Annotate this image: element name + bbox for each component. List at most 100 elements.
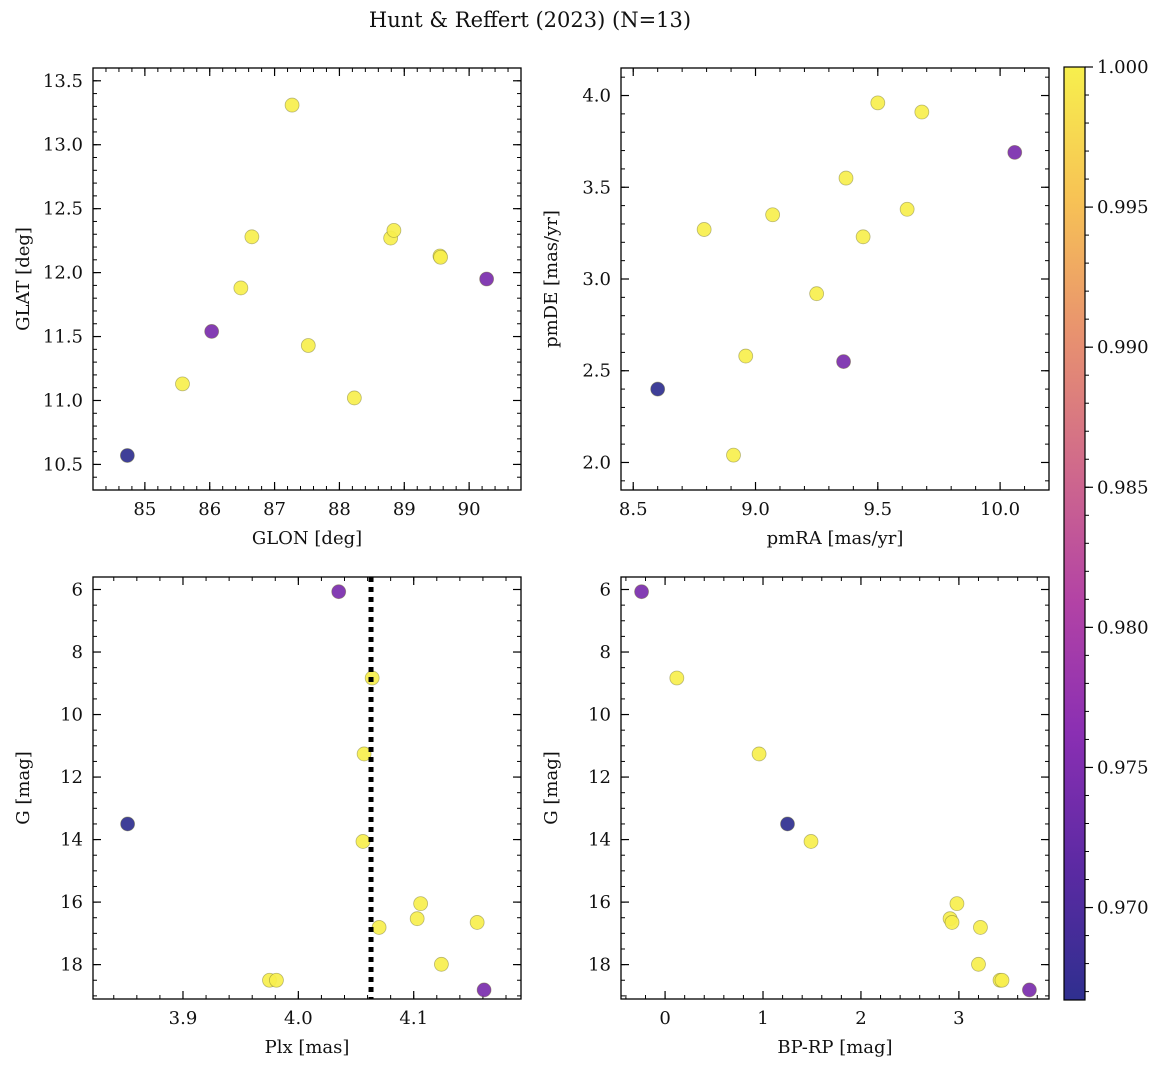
y-tick-label: 12 xyxy=(60,767,83,788)
axes-frame xyxy=(92,67,522,491)
x-tick-label: 8.5 xyxy=(619,499,648,520)
panel-1: 85 86 87 88 89 90 10.5 11.0 11.5 12.0 12.5 13.0 13.5… xyxy=(13,67,522,549)
data-point xyxy=(973,920,988,935)
axes-frame xyxy=(620,576,1050,1000)
minor-ticks xyxy=(92,67,522,491)
colorbar-tick-label: 0.990 xyxy=(1097,337,1149,358)
y-tick-label: 12.5 xyxy=(43,199,83,220)
y-tick-label: 2.0 xyxy=(582,452,611,473)
data-point xyxy=(780,816,795,832)
x-tick-label: 3.9 xyxy=(169,1008,198,1029)
data-point xyxy=(836,354,851,369)
colorbar-tick-label: 0.970 xyxy=(1097,898,1149,919)
data-point xyxy=(971,956,986,972)
data-point xyxy=(356,746,372,762)
x-axis-label: pmRA [mas/yr] xyxy=(767,528,904,549)
x-tick-label: 87 xyxy=(263,499,286,520)
data-point xyxy=(119,448,135,463)
colorbar-tick-label: 1.000 xyxy=(1097,57,1149,78)
x-tick-label: 89 xyxy=(393,499,416,520)
data-point xyxy=(1022,982,1037,998)
y-tick-label: 16 xyxy=(588,892,611,913)
data-point xyxy=(914,104,930,120)
y-tick-label: 4.0 xyxy=(582,86,611,107)
x-tick-label: 1 xyxy=(757,1008,768,1029)
data-point xyxy=(949,896,965,912)
points xyxy=(634,584,1037,998)
y-tick-label: 2.5 xyxy=(582,361,611,382)
data-point xyxy=(284,97,300,113)
x-tick-label: 3 xyxy=(953,1008,964,1029)
data-point xyxy=(175,376,190,392)
y-tick-label: 11.5 xyxy=(43,327,83,348)
x-tick-label: 4.0 xyxy=(284,1008,313,1029)
y-tick-label: 8 xyxy=(600,642,611,663)
data-point xyxy=(355,834,371,849)
colorbar-gradient xyxy=(1063,66,1086,1001)
y-tick-label: 16 xyxy=(60,892,83,913)
data-point xyxy=(650,381,666,397)
x-tick-label: 90 xyxy=(458,499,481,520)
data-point xyxy=(433,249,448,265)
y-tick-label: 12 xyxy=(588,767,611,788)
data-point xyxy=(669,670,685,686)
y-tick-label: 3.5 xyxy=(582,177,611,198)
data-point xyxy=(204,324,220,339)
data-point xyxy=(371,920,387,935)
data-point xyxy=(870,95,886,111)
y-tick-label: 18 xyxy=(60,955,83,976)
y-axis-label: GLAT [deg] xyxy=(13,227,34,331)
y-axis-label: G [mag] xyxy=(541,751,562,824)
x-axis-label: Plx [mas] xyxy=(265,1037,350,1058)
data-point xyxy=(386,223,402,238)
colorbar-tick-label: 0.995 xyxy=(1097,197,1149,218)
minor-ticks xyxy=(621,68,1050,490)
x-tick-label: 2 xyxy=(855,1008,866,1029)
data-point xyxy=(469,915,485,930)
figure-title: Hunt & Reffert (2023) (N=13) xyxy=(369,8,691,32)
x-tick-label: 4.1 xyxy=(399,1008,428,1029)
data-point xyxy=(696,222,712,237)
x-tick-label: 86 xyxy=(198,499,221,520)
axes-frame xyxy=(620,67,1050,491)
y-axis-label: G [mag] xyxy=(13,751,34,824)
points xyxy=(119,97,495,463)
data-point xyxy=(120,816,136,832)
data-point xyxy=(838,170,854,186)
minor-ticks xyxy=(621,577,1049,999)
colorbar: 0.970 0.975 0.980 0.985 0.990 0.995 1.000 xyxy=(1063,57,1149,1001)
data-point xyxy=(346,390,362,406)
x-tick-label: 85 xyxy=(133,499,156,520)
data-point xyxy=(244,229,260,245)
x-tick-label: 0 xyxy=(659,1008,670,1029)
data-point xyxy=(738,348,754,364)
data-point xyxy=(803,834,819,849)
points xyxy=(650,95,1023,463)
x-tick-label: 88 xyxy=(328,499,351,520)
y-tick-label: 14 xyxy=(60,830,83,851)
panel-2: 8.5 9.0 9.5 10.0 2.0 2.5 3.0 3.5 4.0 pmRA [mas/yr… xyxy=(541,67,1050,549)
points xyxy=(120,584,492,998)
data-point xyxy=(331,584,347,600)
colorbar-tick-label: 0.985 xyxy=(1097,477,1149,498)
data-point xyxy=(899,201,915,217)
x-tick-label: 10.0 xyxy=(980,499,1020,520)
data-point xyxy=(726,447,741,463)
data-point xyxy=(269,972,284,988)
y-tick-label: 12.0 xyxy=(43,263,83,284)
data-point xyxy=(476,982,492,998)
data-point xyxy=(300,338,316,353)
data-point xyxy=(409,911,425,927)
data-point xyxy=(944,915,960,930)
data-point xyxy=(233,280,249,296)
y-axis-label: pmDE [mas/yr] xyxy=(541,210,562,348)
y-tick-label: 11.0 xyxy=(43,390,83,411)
data-point xyxy=(855,229,871,245)
y-tick-label: 6 xyxy=(600,580,611,601)
data-point xyxy=(765,207,781,223)
data-point xyxy=(751,746,767,762)
y-tick-label: 10 xyxy=(60,705,83,726)
minor-ticks xyxy=(93,577,521,999)
y-tick-label: 14 xyxy=(588,830,611,851)
